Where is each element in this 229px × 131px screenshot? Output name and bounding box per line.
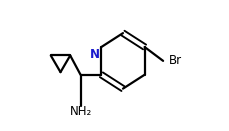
Text: Br: Br bbox=[169, 54, 183, 67]
Text: N: N bbox=[90, 48, 100, 61]
Text: NH₂: NH₂ bbox=[69, 105, 92, 118]
